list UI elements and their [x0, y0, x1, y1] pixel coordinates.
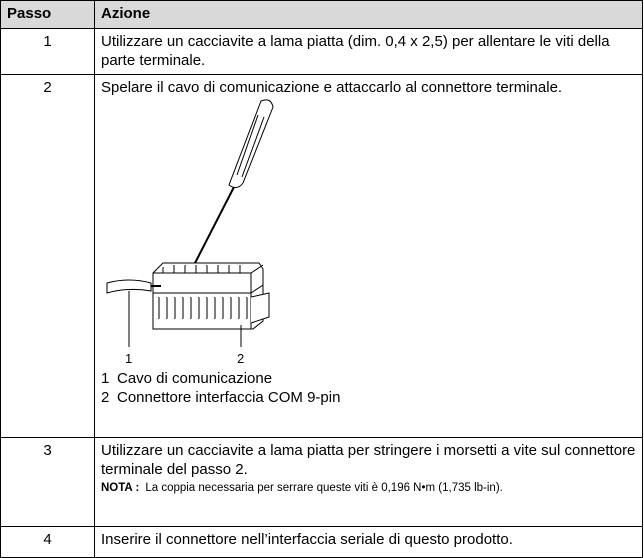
- step-cell: 3: [0, 437, 95, 527]
- legend-number: 2: [101, 389, 110, 406]
- step-cell: 2: [0, 74, 95, 438]
- row: 2 Spelare il cavo di comunicazione e att…: [0, 74, 643, 438]
- action-cell: Inserire il connettore nell’interfaccia …: [94, 526, 643, 558]
- action-cell: Spelare il cavo di comunicazione e attac…: [94, 74, 643, 438]
- note-text: La coppia necessaria per serrare queste …: [145, 482, 503, 494]
- callout: 2: [237, 351, 244, 366]
- header-row: Passo Azione: [0, 0, 643, 29]
- action-text: Utilizzare un cacciavite a lama piatta p…: [101, 442, 636, 478]
- callout: 1: [125, 351, 132, 366]
- step-cell: 4: [0, 526, 95, 558]
- legend-number: 1: [101, 370, 110, 387]
- legend-text: Connettore interfaccia COM 9-pin: [117, 389, 341, 406]
- row: 1 Utilizzare un cacciavite a lama piatta…: [0, 28, 643, 75]
- legend-item: 1 Cavo di comunicazione: [101, 369, 636, 388]
- note: NOTA : La coppia necessaria per serrare q…: [101, 480, 636, 496]
- action-cell: Utilizzare un cacciavite a lama piatta (…: [94, 28, 643, 75]
- connector-illustration: 1 2: [106, 99, 274, 366]
- legend-item: 2 Connettore interfaccia COM 9-pin: [101, 388, 636, 407]
- action-cell: Utilizzare un cacciavite a lama piatta p…: [94, 437, 643, 527]
- note-label: NOTA :: [101, 482, 140, 494]
- legend-text: Cavo di comunicazione: [117, 370, 273, 387]
- action-text: Spelare il cavo di comunicazione e attac…: [101, 79, 563, 96]
- row: 4 Inserire il connettore nell’interfacci…: [0, 526, 643, 558]
- header-cell: Azione: [94, 0, 643, 29]
- header-cell: Passo: [0, 0, 95, 29]
- legend: 1 Cavo di comunicazione 2 Connettore inter…: [101, 369, 636, 407]
- step-cell: 1: [0, 28, 95, 75]
- row: 3 Utilizzare un cacciavite a lama piatta…: [0, 437, 643, 527]
